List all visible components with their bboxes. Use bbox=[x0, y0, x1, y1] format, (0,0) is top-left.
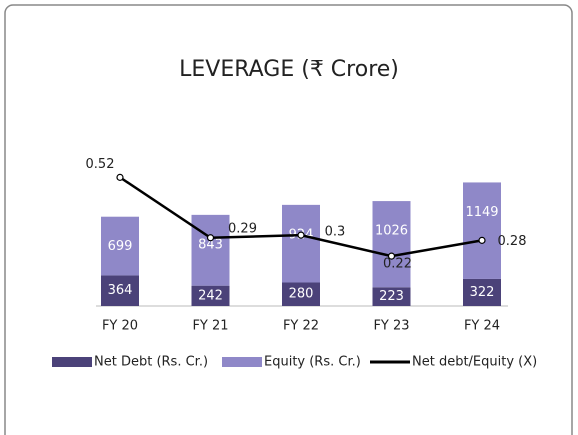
data-label: 1026 bbox=[375, 224, 408, 239]
bar-segment bbox=[463, 182, 501, 279]
x-tick-label: FY 21 bbox=[192, 319, 228, 334]
line-marker bbox=[297, 231, 305, 239]
x-tick-label: FY 22 bbox=[283, 319, 319, 334]
line-marker bbox=[387, 252, 396, 260]
data-label: 0.3 bbox=[325, 225, 346, 240]
bar-segment bbox=[282, 282, 320, 306]
data-label: 1149 bbox=[465, 205, 498, 220]
chart-title: LEVERAGE (₹ Crore) bbox=[179, 57, 399, 82]
legend-label: Net debt/Equity (X) bbox=[412, 355, 537, 370]
data-label: 699 bbox=[108, 239, 133, 254]
x-tick-label: FY 24 bbox=[464, 319, 500, 334]
bar-segment bbox=[282, 204, 320, 283]
legend-swatch bbox=[52, 357, 92, 367]
data-label: 242 bbox=[198, 288, 223, 303]
bar-segment bbox=[463, 278, 501, 306]
legend-swatch bbox=[222, 357, 262, 367]
data-label: 364 bbox=[108, 283, 133, 298]
bar-segment bbox=[191, 214, 230, 286]
bar-segment bbox=[372, 201, 411, 288]
bar-segment bbox=[101, 275, 139, 306]
data-label: 223 bbox=[379, 289, 404, 304]
data-label: 0.22 bbox=[383, 257, 412, 272]
bar-segment bbox=[101, 216, 139, 276]
data-label: 843 bbox=[198, 237, 223, 252]
legend-label: Equity (Rs. Cr.) bbox=[264, 355, 361, 370]
data-label: 0.28 bbox=[498, 234, 527, 249]
data-label: 0.29 bbox=[228, 221, 257, 236]
bar-segment bbox=[372, 287, 411, 306]
line-marker bbox=[478, 236, 486, 244]
legend-label: Net Debt (Rs. Cr.) bbox=[94, 355, 208, 370]
x-tick-label: FY 20 bbox=[102, 319, 138, 334]
x-tick-label: FY 23 bbox=[373, 319, 409, 334]
data-label: 0.52 bbox=[86, 157, 115, 172]
data-label: 322 bbox=[470, 285, 495, 300]
bar-segment bbox=[191, 285, 230, 306]
line-marker bbox=[116, 173, 124, 181]
line-marker bbox=[206, 234, 215, 242]
data-label: 280 bbox=[289, 287, 314, 302]
